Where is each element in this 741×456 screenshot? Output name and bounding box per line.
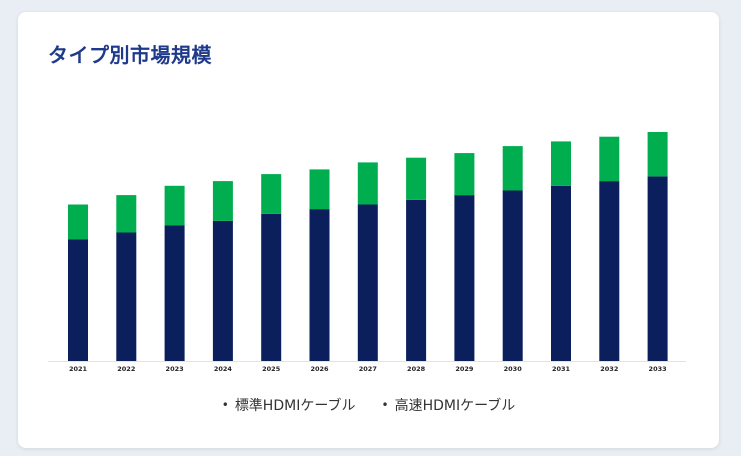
x-tick-label-2022: 2022 <box>117 365 135 373</box>
bar-high-speed-2033[interactable] <box>647 132 668 177</box>
x-tick-label-2024: 2024 <box>214 365 233 373</box>
legend-bullet-icon: • <box>381 398 389 412</box>
legend-item-high-speed[interactable]: • 高速HDMIケーブル <box>382 395 516 415</box>
bar-high-speed-2027[interactable] <box>357 162 378 205</box>
bar-high-speed-2026[interactable] <box>309 169 330 210</box>
x-tick-label-2025: 2025 <box>262 365 281 373</box>
bar-high-speed-2024[interactable] <box>212 181 233 221</box>
legend-item-standard[interactable]: • 標準HDMIケーブル <box>222 395 356 415</box>
bar-high-speed-2025[interactable] <box>261 174 282 214</box>
bar-standard-2031[interactable] <box>551 185 571 361</box>
x-tick-label-2031: 2031 <box>552 365 571 373</box>
bar-high-speed-2030[interactable] <box>502 146 523 191</box>
x-tick-label-2028: 2028 <box>407 365 426 373</box>
bar-standard-2028[interactable] <box>406 199 427 361</box>
stacked-bar-chart: 2021 2022 2023 2024 2025 2026 2027 2028 2029 2030… <box>48 132 686 373</box>
bar-standard-2025[interactable] <box>261 213 282 361</box>
bar-high-speed-2022[interactable] <box>116 195 137 233</box>
x-tick-label-2023: 2023 <box>166 365 184 373</box>
bar-standard-2029[interactable] <box>454 195 475 361</box>
bar-standard-2022[interactable] <box>116 232 137 362</box>
bar-standard-2030[interactable] <box>502 190 523 361</box>
chart-legend: • 標準HDMIケーブル • 高速HDMIケーブル <box>18 395 719 415</box>
x-tick-label-2032: 2032 <box>600 365 618 373</box>
bar-standard-2027[interactable] <box>357 204 378 362</box>
bar-standard-2032[interactable] <box>599 181 620 361</box>
bar-standard-2033[interactable] <box>647 176 668 361</box>
legend-bullet-icon: • <box>221 398 229 412</box>
bar-high-speed-2021[interactable] <box>68 204 88 240</box>
bar-high-speed-2023[interactable] <box>164 185 185 226</box>
x-tick-label-2030: 2030 <box>504 365 523 373</box>
legend-label-standard: 標準HDMIケーブル <box>234 398 356 414</box>
bar-standard-2026[interactable] <box>309 209 330 361</box>
bar-standard-2023[interactable] <box>164 225 185 362</box>
bar-high-speed-2028[interactable] <box>406 157 427 200</box>
chart-title: タイプ別市場規模 <box>48 43 212 67</box>
x-tick-label-2021: 2021 <box>69 365 88 373</box>
bar-high-speed-2029[interactable] <box>454 153 475 196</box>
x-tick-label-2027: 2027 <box>359 365 377 373</box>
chart-card: タイプ別市場規模 2021 2022 2023 2024 2025 2026 2027 202… <box>18 12 719 448</box>
bar-high-speed-2032[interactable] <box>599 136 620 182</box>
bar-high-speed-2031[interactable] <box>551 141 571 186</box>
bar-standard-2021[interactable] <box>68 239 88 362</box>
legend-label-high-speed: 高速HDMIケーブル <box>394 398 516 414</box>
bar-standard-2024[interactable] <box>212 220 233 361</box>
x-tick-label-2029: 2029 <box>455 365 474 373</box>
x-tick-label-2026: 2026 <box>310 365 329 373</box>
x-tick-label-2033: 2033 <box>649 365 667 373</box>
